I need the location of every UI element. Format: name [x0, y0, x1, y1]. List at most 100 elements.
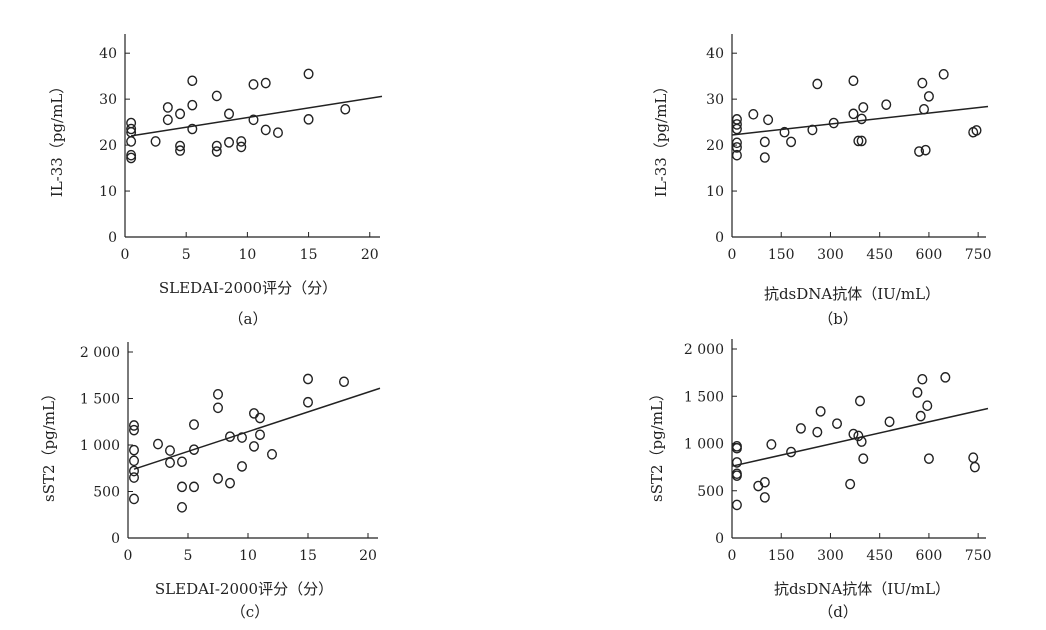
panel-a-caption: （a） [229, 310, 268, 328]
x-tick-label: 10 [238, 247, 256, 263]
data-point [150, 136, 161, 147]
data-point [815, 406, 826, 417]
panel-c-caption: （c） [231, 603, 269, 621]
x-tick-label: 15 [299, 548, 317, 564]
data-point [881, 99, 892, 110]
data-point [224, 108, 235, 120]
data-point [128, 424, 139, 436]
data-point [917, 373, 928, 385]
data-point [248, 79, 259, 90]
panel-b: IL-33（pg/mL） 0 10 20 30 40 0 150 300 450 600 750 抗… [652, 34, 992, 328]
x-tick-label: 20 [359, 548, 377, 564]
y-tick-label: 2 000 [80, 345, 120, 361]
data-point [303, 114, 314, 125]
data-point [224, 137, 235, 148]
panel-a: IL-33（pg/mL） 0 10 20 30 40 0 5 10 15 20 SLEDAI-20… [48, 34, 383, 328]
data-point [176, 456, 187, 468]
data-point [128, 465, 139, 477]
y-tick-label: 40 [706, 46, 724, 62]
data-point [339, 376, 350, 388]
x-tick-label: 20 [361, 247, 379, 263]
data-point [938, 69, 949, 80]
data-point [759, 492, 770, 503]
panel-a-xlabel: SLEDAI-2000评分（分） [159, 279, 337, 297]
data-point [828, 117, 839, 129]
data-point [188, 419, 199, 430]
data-point [152, 438, 163, 450]
panel-b-plot: 0 10 20 30 40 0 150 300 450 600 750 [706, 34, 992, 263]
data-point [236, 136, 247, 147]
data-point [236, 432, 247, 443]
x-tick-label: 600 [916, 247, 943, 263]
data-point [731, 149, 742, 161]
panel-a-ylabel: IL-33（pg/mL） [48, 79, 66, 197]
panel-d-plot: 0 500 1 000 1 500 2 000 0 150 300 450 600 750 [684, 339, 992, 564]
data-point [855, 395, 866, 407]
x-tick-label: 150 [768, 247, 795, 263]
data-point [267, 448, 278, 460]
data-point [915, 410, 926, 422]
data-point [211, 140, 222, 152]
data-point [731, 499, 742, 511]
panel-d-ylabel: sST2（pg/mL） [648, 386, 666, 502]
y-tick-label: 500 [93, 485, 120, 501]
data-point [917, 77, 928, 89]
x-tick-label: 5 [184, 548, 193, 564]
data-point [912, 387, 923, 398]
data-point [126, 149, 137, 161]
y-tick-label: 500 [697, 484, 724, 500]
data-point [807, 124, 818, 136]
data-point [922, 400, 933, 412]
x-tick-label: 300 [817, 548, 844, 564]
data-point [969, 461, 980, 473]
panel-a-plot: 0 10 20 30 40 0 5 10 15 20 [99, 34, 383, 263]
data-point [856, 436, 867, 447]
data-point [260, 77, 271, 89]
data-point [340, 103, 351, 115]
data-point [188, 444, 199, 455]
data-point [759, 476, 770, 488]
x-tick-label: 750 [965, 548, 992, 564]
data-point [128, 493, 139, 505]
data-point [272, 127, 283, 138]
data-point [920, 144, 931, 156]
data-point [795, 423, 806, 434]
data-point [254, 412, 265, 424]
data-point [858, 453, 869, 464]
data-point [176, 481, 187, 493]
data-point [914, 146, 925, 157]
data-point [128, 444, 139, 456]
y-tick-label: 0 [111, 531, 120, 547]
y-tick-label: 0 [715, 531, 724, 547]
y-tick-label: 1 500 [80, 392, 120, 408]
data-point [303, 373, 314, 385]
panel-d-caption: （d） [818, 603, 858, 621]
data-point [176, 502, 187, 513]
data-point [845, 478, 856, 490]
panel-c-plot: 0 500 1 000 1 500 2 000 0 5 10 15 20 [80, 342, 381, 564]
y-tick-label: 1 000 [684, 437, 724, 453]
data-point [128, 420, 139, 431]
data-point [848, 75, 859, 87]
data-point [211, 146, 222, 157]
y-tick-label: 2 000 [684, 342, 724, 358]
y-tick-label: 10 [706, 184, 724, 200]
x-tick-label: 5 [182, 247, 191, 263]
x-tick-label: 0 [124, 548, 133, 564]
data-point [923, 91, 934, 102]
data-point [254, 429, 265, 441]
data-point [224, 477, 235, 489]
data-point [919, 103, 930, 115]
data-point [126, 136, 137, 147]
data-point [786, 136, 797, 148]
data-point [748, 109, 759, 120]
data-point [779, 126, 790, 138]
data-point [188, 481, 199, 493]
y-tick-label: 40 [99, 46, 117, 62]
data-point [731, 442, 742, 454]
panel-c-ylabel: sST2（pg/mL） [40, 386, 58, 502]
data-point [848, 428, 859, 440]
data-point [940, 372, 951, 383]
